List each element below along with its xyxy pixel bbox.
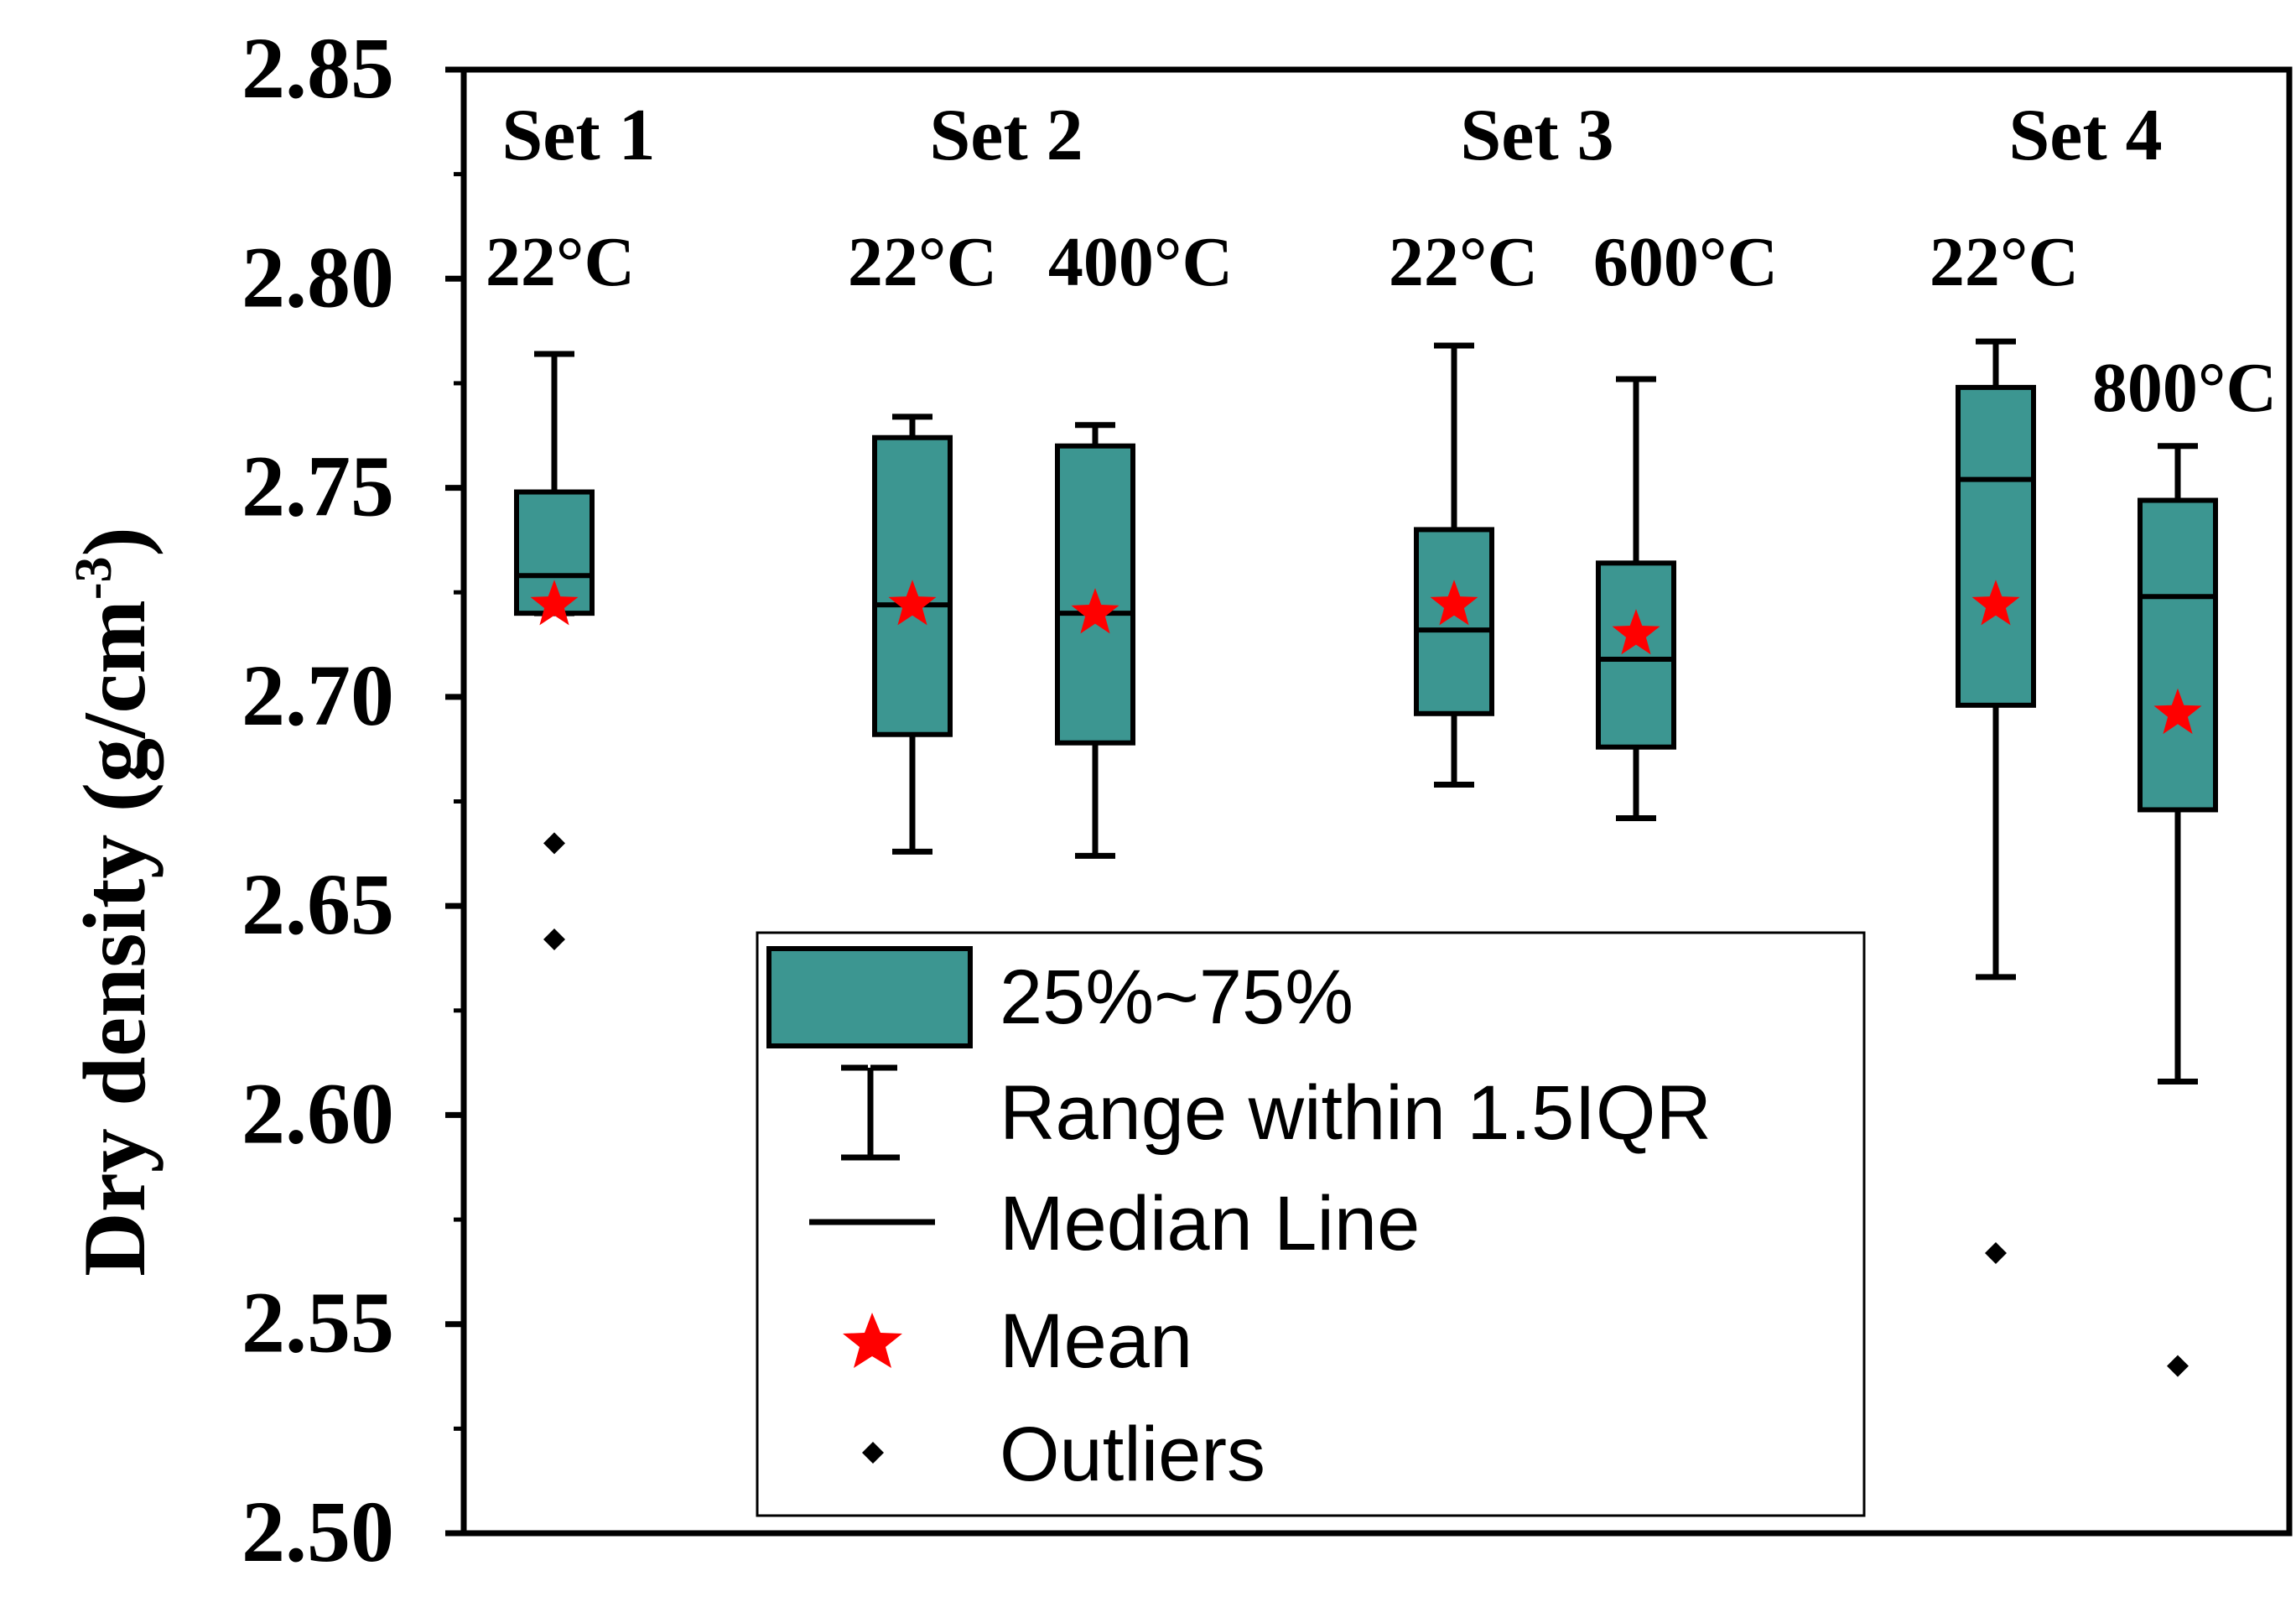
set-label: Set 3 bbox=[1460, 95, 1613, 176]
y-tick-label: 2.75 bbox=[242, 439, 394, 535]
box-group bbox=[1596, 376, 1676, 821]
legend-outliers-label: Outliers bbox=[1000, 1412, 1265, 1497]
box-temperature-label: 800°C bbox=[2092, 349, 2277, 427]
y-tick-label: 2.50 bbox=[242, 1484, 394, 1580]
plot-frame bbox=[460, 66, 2293, 1537]
box-temperature-label: 400°C bbox=[1048, 223, 1233, 301]
mean-star bbox=[2153, 688, 2202, 735]
set-label: Set 1 bbox=[501, 95, 655, 176]
outlier-point bbox=[1985, 1241, 2007, 1264]
box-temperature-label: 22°C bbox=[1389, 223, 1538, 301]
set-labels: Set 1 Set 2 Set 3 Set 4 bbox=[501, 95, 2162, 176]
box-series bbox=[514, 338, 2218, 1377]
legend-mean-star bbox=[843, 1313, 902, 1368]
legend-range-icon bbox=[841, 1064, 900, 1161]
y-tick-label: 2.60 bbox=[242, 1065, 394, 1162]
y-axis-title-main: Dry density (g/cm bbox=[65, 600, 164, 1277]
outlier-point bbox=[543, 832, 565, 855]
box-temperature-label: 22°C bbox=[486, 223, 635, 301]
y-tick-label: 2.80 bbox=[242, 229, 394, 325]
y-tick-label: 2.65 bbox=[242, 856, 394, 953]
iqr-box bbox=[1596, 560, 1676, 750]
box-group bbox=[514, 351, 595, 951]
y-axis-ticks: 2.50 2.55 2.60 2.65 2.70 2.75 2.80 2.85 bbox=[242, 20, 464, 1580]
outlier-point bbox=[543, 928, 565, 951]
set-label: Set 2 bbox=[929, 95, 1083, 176]
y-tick-label: 2.70 bbox=[242, 648, 394, 744]
legend-range-label: Range within 1.5IQR bbox=[1000, 1070, 1712, 1156]
box-temperature-label: 22°C bbox=[1930, 223, 2079, 301]
y-tick-label: 2.55 bbox=[242, 1275, 394, 1371]
y-axis-title: Dry density (g/cm-3) bbox=[65, 527, 164, 1277]
iqr-box bbox=[1414, 527, 1494, 716]
box-temperature-label: 22°C bbox=[848, 223, 997, 301]
box-group bbox=[1055, 422, 1135, 859]
mean-star bbox=[1971, 580, 2020, 626]
legend-outlier-diamond bbox=[862, 1442, 884, 1464]
box-group bbox=[2138, 443, 2218, 1377]
box-group bbox=[1956, 338, 2036, 1264]
legend-median-label: Median Line bbox=[1000, 1181, 1420, 1267]
box-group bbox=[872, 414, 953, 855]
mean-star bbox=[1430, 580, 1478, 626]
mean-star bbox=[888, 580, 937, 626]
box-group bbox=[1414, 342, 1494, 788]
outlier-point bbox=[2167, 1355, 2189, 1377]
y-axis-title-superscript: -3 bbox=[65, 557, 122, 601]
iqr-box bbox=[1956, 384, 2036, 708]
mean-star bbox=[530, 580, 579, 626]
y-tick-label: 2.85 bbox=[242, 20, 394, 117]
y-axis-title-close: ) bbox=[65, 527, 164, 556]
mean-star bbox=[1612, 609, 1660, 655]
mean-star bbox=[1071, 588, 1119, 634]
legend: 25%~75% Range within 1.5IQR Median Line … bbox=[756, 931, 1866, 1517]
set-label: Set 4 bbox=[2008, 95, 2162, 176]
iqr-box bbox=[2138, 497, 2218, 813]
legend-box-swatch bbox=[766, 946, 973, 1048]
legend-box-label: 25%~75% bbox=[1000, 954, 1353, 1040]
box-temperature-label: 600°C bbox=[1593, 223, 1778, 301]
legend-mean-label: Mean bbox=[1000, 1298, 1192, 1384]
